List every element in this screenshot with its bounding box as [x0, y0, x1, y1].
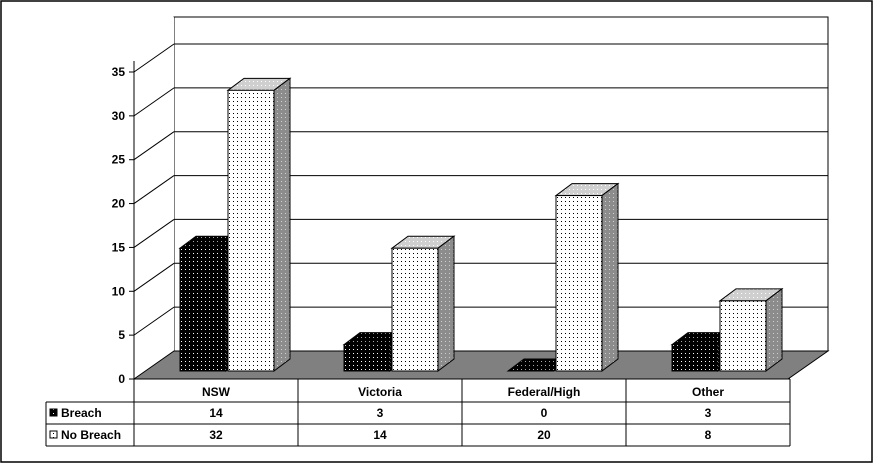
data-table-value: 0 [541, 406, 548, 420]
data-table-value: 3 [705, 406, 712, 420]
y-axis: 0 5 10 15 20 25 30 35 [112, 61, 135, 386]
bar-face [343, 344, 391, 372]
y-tick-label: 35 [112, 65, 126, 79]
bar-face [555, 195, 603, 372]
data-table-value: 8 [705, 428, 712, 442]
y-tick-label: 10 [112, 284, 126, 298]
data-table: NSW Victoria Federal/High Other Breach 14 3 0 3 N… [45, 378, 791, 447]
data-table-value: 32 [209, 428, 223, 442]
bar-side [273, 77, 291, 372]
legend-swatch [49, 408, 58, 417]
gridline-side [133, 131, 175, 161]
gridline-side [133, 87, 175, 117]
data-table-value: 3 [377, 406, 384, 420]
y-tick-label: 5 [118, 328, 125, 342]
bar-side [437, 235, 455, 372]
bars [178, 77, 784, 372]
gridline-side [133, 43, 175, 73]
data-table-value: 14 [209, 406, 223, 420]
gridline-side [133, 175, 175, 204]
bar-no-breach [554, 182, 620, 372]
y-tick-label: 0 [118, 372, 125, 386]
gridline-side [133, 306, 175, 336]
y-tick-label: 15 [112, 240, 126, 254]
bar-no-breach [390, 235, 456, 372]
bar-face [719, 300, 767, 372]
data-table-value: 14 [373, 428, 387, 442]
bar-face [179, 247, 227, 372]
data-table-value: 20 [537, 428, 551, 442]
bar-face [671, 344, 719, 372]
y-tick-label: 30 [112, 109, 126, 123]
y-tick-label: 25 [112, 153, 126, 167]
gridline-side [133, 262, 175, 292]
category-label: Other [692, 385, 724, 399]
side-wall [134, 17, 174, 379]
bar-side [601, 182, 619, 372]
bar-no-breach [226, 77, 292, 372]
bar-face [391, 247, 439, 372]
bar-side [765, 287, 783, 372]
y-tick-label: 20 [112, 197, 126, 211]
category-label: Federal/High [508, 385, 581, 399]
gridline-side [133, 219, 175, 248]
legend-label: Breach [61, 406, 102, 420]
category-label: Victoria [358, 385, 402, 399]
legend-swatch [49, 430, 58, 439]
category-label: NSW [202, 385, 231, 399]
legend-label: No Breach [61, 428, 121, 442]
bar-face [227, 89, 275, 372]
bar-no-breach [718, 287, 784, 372]
